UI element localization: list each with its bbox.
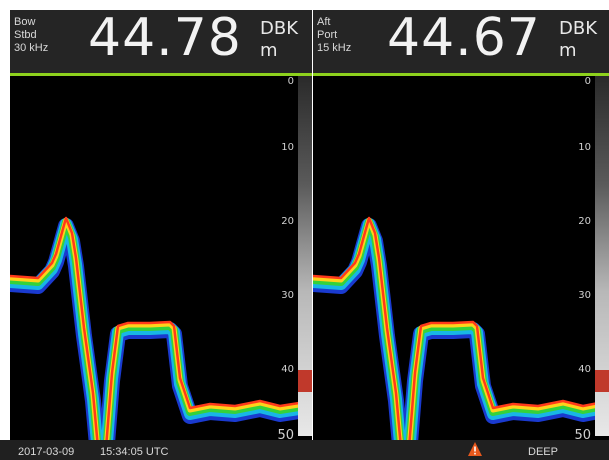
status-bar: 2017-03-09 15:34:05 UTC DEEP bbox=[0, 440, 609, 460]
transducer-location: Bow bbox=[14, 16, 36, 28]
warning-triangle-icon[interactable] bbox=[467, 441, 483, 457]
depth-unit: m bbox=[260, 40, 278, 61]
transducer-side: Stbd bbox=[14, 29, 37, 41]
transducer-info: Aft Port 15 kHz bbox=[317, 16, 351, 55]
status-date: 2017-03-09 bbox=[18, 446, 75, 458]
operating-mode: DEEP bbox=[528, 446, 558, 458]
echogram-display[interactable] bbox=[10, 76, 312, 460]
transducer-frequency: 30 kHz bbox=[14, 42, 49, 54]
scale-tick-label: 30 bbox=[281, 290, 294, 301]
scale-tick-label: 30 bbox=[578, 290, 591, 301]
depth-readout: 44.67 bbox=[387, 10, 541, 68]
scale-tick-label: 50 bbox=[277, 428, 294, 443]
scale-tick-label: 40 bbox=[281, 364, 294, 375]
transducer-location: Aft bbox=[317, 16, 331, 28]
scale-tick-label: 50 bbox=[574, 428, 591, 443]
transducer-info: Bow Stbd 30 kHz bbox=[14, 16, 48, 55]
depth-reference: DBK bbox=[260, 18, 299, 39]
bottom-echo-trace bbox=[313, 216, 609, 460]
depth-scale-bar[interactable] bbox=[595, 76, 609, 436]
depth-header: Bow Stbd 30 kHz 44.78 DBK m bbox=[10, 10, 312, 76]
transducer-frequency: 15 kHz bbox=[317, 42, 352, 54]
scale-tick-label: 40 bbox=[578, 364, 591, 375]
scale-tick-label: 0 bbox=[584, 76, 591, 87]
echogram-panel-aft-port[interactable]: Aft Port 15 kHz 44.67 DBK m 0 10 20 30 4… bbox=[313, 10, 609, 460]
depth-unit: m bbox=[559, 40, 577, 61]
transducer-side: Port bbox=[317, 29, 338, 41]
range-alarm-marker bbox=[298, 370, 312, 392]
scale-tick-label: 0 bbox=[287, 76, 294, 87]
depth-reference: DBK bbox=[559, 18, 598, 39]
depth-readout: 44.78 bbox=[88, 10, 242, 68]
bottom-echo-trace bbox=[10, 216, 312, 460]
status-time: 15:34:05 UTC bbox=[100, 446, 169, 458]
depth-scale-bar[interactable] bbox=[298, 76, 312, 436]
depth-header: Aft Port 15 kHz 44.67 DBK m bbox=[313, 10, 609, 76]
echogram-panel-bow-stbd[interactable]: Bow Stbd 30 kHz 44.78 DBK m 0 10 bbox=[10, 10, 312, 460]
scale-tick-label: 20 bbox=[578, 216, 591, 227]
scale-tick-label: 10 bbox=[281, 142, 294, 153]
range-alarm-marker bbox=[595, 370, 609, 392]
echogram-display[interactable] bbox=[313, 76, 609, 460]
scale-tick-label: 20 bbox=[281, 216, 294, 227]
scale-tick-label: 10 bbox=[578, 142, 591, 153]
